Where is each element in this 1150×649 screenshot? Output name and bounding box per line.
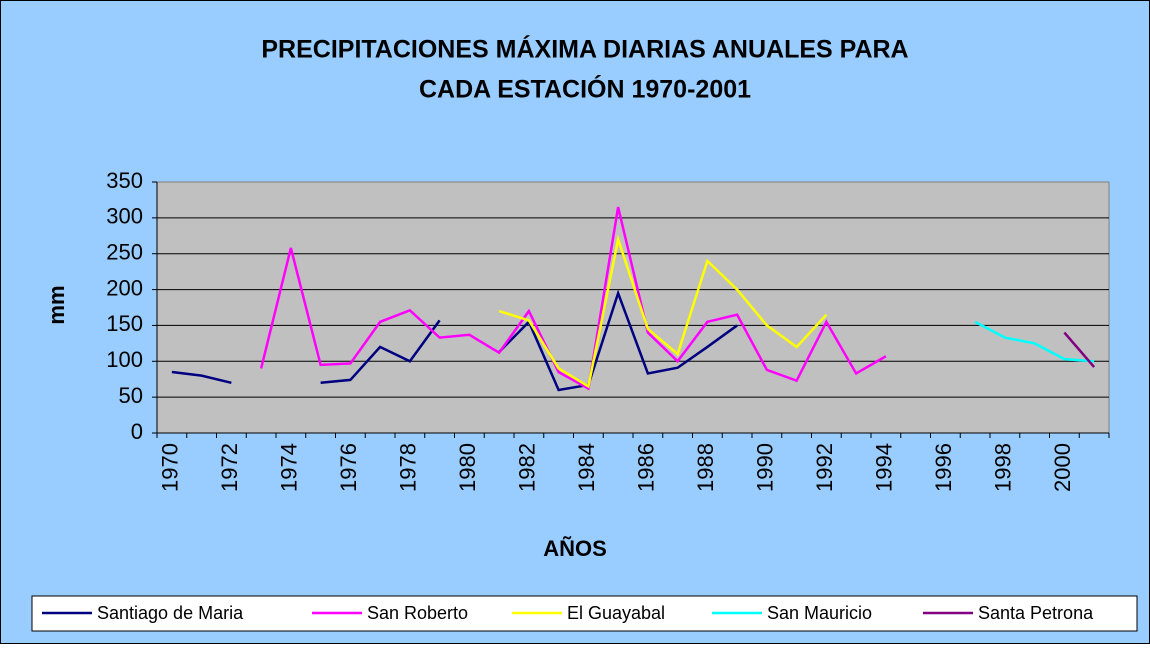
y-tick-label: 0 xyxy=(131,419,143,444)
x-tick-label: 1990 xyxy=(753,443,778,492)
series-line xyxy=(974,320,1095,363)
x-tick-label: 1992 xyxy=(812,443,837,492)
y-tick-label: 150 xyxy=(106,311,143,336)
x-axis-label: AÑOS xyxy=(543,536,607,561)
y-tick-label: 200 xyxy=(106,275,143,300)
chart-title: CADA ESTACIÓN 1970-2001 xyxy=(419,74,751,104)
y-tick-label: 250 xyxy=(106,240,143,265)
x-tick-label: 1984 xyxy=(574,443,599,492)
series-line xyxy=(498,234,828,389)
x-tick-label: 1970 xyxy=(158,443,183,492)
legend-label: San Mauricio xyxy=(767,603,872,623)
y-axis-label: mm xyxy=(44,285,69,324)
legend-label: Santa Petrona xyxy=(978,603,1094,623)
y-tick-label: 300 xyxy=(106,204,143,229)
x-tick-label: 1978 xyxy=(396,443,421,492)
legend-label: El Guayabal xyxy=(567,603,665,623)
x-tick-label: 1976 xyxy=(336,443,361,492)
y-tick-label: 100 xyxy=(106,347,143,372)
x-tick-label: 1972 xyxy=(217,443,242,492)
y-tick-label: 50 xyxy=(119,383,143,408)
x-tick-label: 1986 xyxy=(634,443,659,492)
series-line xyxy=(1063,331,1096,368)
chart-title: PRECIPITACIONES MÁXIMA DIARIAS ANUALES P… xyxy=(261,35,908,64)
x-tick-label: 1994 xyxy=(872,443,897,492)
x-tick-label: 1980 xyxy=(455,443,480,492)
y-tick-label: 350 xyxy=(106,168,143,193)
series-line xyxy=(259,206,887,391)
x-tick-label: 1982 xyxy=(515,443,540,492)
x-tick-label: 1974 xyxy=(277,443,302,492)
x-tick-label: 1988 xyxy=(693,443,718,492)
plot-area xyxy=(156,181,1110,434)
series-line xyxy=(171,289,738,392)
x-tick-label: 2000 xyxy=(1050,443,1075,492)
x-tick-label: 1996 xyxy=(931,443,956,492)
x-tick-label: 1998 xyxy=(991,443,1016,492)
legend-label: San Roberto xyxy=(367,603,468,623)
legend-label: Santiago de Maria xyxy=(97,603,244,623)
